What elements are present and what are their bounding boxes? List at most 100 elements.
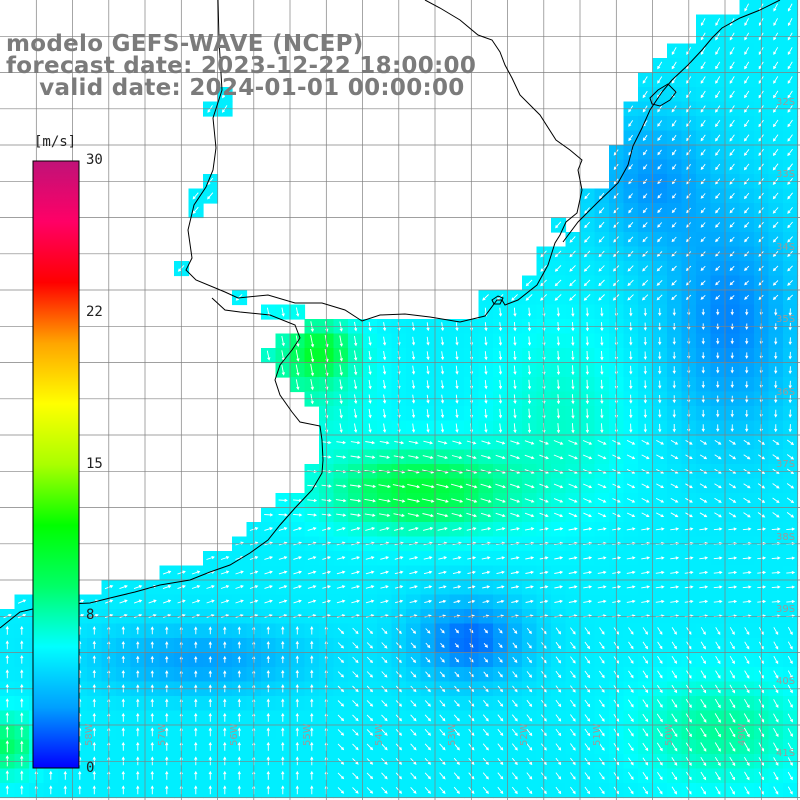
wind-arrow bbox=[264, 599, 273, 604]
wind-arrow bbox=[657, 76, 663, 84]
wind-arrow bbox=[584, 641, 591, 650]
wind-arrow bbox=[481, 440, 491, 445]
wind-arrow bbox=[743, 163, 750, 171]
wind-arrow bbox=[498, 628, 503, 634]
wind-arrow bbox=[714, 727, 721, 738]
wind-arrow bbox=[368, 336, 372, 346]
wind-arrow bbox=[407, 513, 420, 518]
wind-arrow bbox=[716, 409, 720, 418]
wind-arrow bbox=[642, 786, 649, 795]
wind-arrow bbox=[524, 512, 535, 518]
wind-arrow bbox=[423, 556, 433, 560]
wind-arrow bbox=[410, 671, 417, 678]
wind-arrow bbox=[642, 222, 648, 228]
wind-arrow bbox=[583, 585, 593, 589]
wind-arrow bbox=[657, 627, 663, 635]
wind-arrow bbox=[440, 365, 445, 375]
wind-arrow bbox=[628, 193, 633, 199]
wind-arrow bbox=[655, 570, 665, 575]
wind-arrow bbox=[628, 641, 634, 650]
wind-arrow bbox=[629, 423, 633, 433]
wind-arrow bbox=[672, 423, 676, 433]
wind-arrow bbox=[715, 76, 721, 84]
wind-arrow bbox=[237, 698, 241, 707]
wind-arrow bbox=[584, 699, 591, 708]
wind-arrow bbox=[295, 335, 300, 348]
wind-arrow bbox=[436, 483, 450, 489]
wind-arrow bbox=[510, 498, 521, 503]
wind-arrow bbox=[744, 698, 750, 709]
wind-arrow bbox=[628, 627, 634, 635]
wind-arrow bbox=[17, 599, 27, 604]
wind-arrow bbox=[222, 90, 228, 99]
wind-arrow bbox=[223, 712, 227, 722]
wind-arrow bbox=[524, 498, 535, 503]
wind-arrow bbox=[310, 655, 314, 664]
wind-arrow bbox=[555, 656, 562, 664]
wind-arrow bbox=[295, 698, 299, 708]
lon-label-51w: 51W bbox=[592, 723, 603, 746]
wind-arrow bbox=[337, 642, 345, 649]
wind-arrow bbox=[366, 656, 374, 664]
wind-arrow bbox=[511, 585, 520, 589]
wind-arrow bbox=[772, 265, 779, 272]
wind-arrow bbox=[628, 656, 634, 664]
wind-arrow bbox=[670, 585, 680, 589]
wind-arrow bbox=[136, 698, 140, 707]
wind-arrow bbox=[482, 714, 489, 722]
wind-arrow bbox=[482, 728, 489, 737]
wind-arrow bbox=[700, 698, 707, 709]
wind-arrow bbox=[295, 349, 300, 362]
wind-arrow bbox=[337, 743, 345, 751]
wind-arrow bbox=[786, 585, 796, 589]
wind-arrow bbox=[451, 512, 463, 518]
wind-arrow bbox=[426, 380, 430, 390]
wind-arrow bbox=[583, 498, 593, 503]
wind-arrow bbox=[729, 641, 735, 650]
wind-arrow bbox=[772, 236, 779, 243]
wind-arrow bbox=[670, 512, 679, 518]
lon-label-54w: 54W bbox=[374, 723, 385, 746]
wind-arrow bbox=[150, 655, 154, 663]
wind-arrow bbox=[597, 556, 607, 560]
wind-arrow bbox=[715, 222, 721, 228]
wind-arrow bbox=[788, 380, 792, 389]
wind-arrow bbox=[672, 409, 676, 418]
wind-arrow bbox=[223, 626, 227, 635]
wind-arrow bbox=[569, 294, 577, 301]
wind-arrow bbox=[584, 192, 590, 200]
wind-arrow bbox=[555, 670, 562, 679]
wind-arrow bbox=[49, 785, 53, 795]
wind-arrow bbox=[512, 642, 518, 649]
wind-arrow bbox=[483, 643, 488, 648]
wind-arrow bbox=[513, 350, 517, 361]
wind-arrow bbox=[295, 785, 299, 795]
wind-arrow bbox=[714, 512, 722, 518]
wind-arrow bbox=[281, 712, 285, 722]
wind-arrow bbox=[483, 657, 489, 663]
wind-arrow bbox=[237, 670, 241, 678]
wind-arrow bbox=[744, 265, 750, 271]
wind-arrow bbox=[455, 351, 459, 361]
wind-arrow bbox=[700, 727, 707, 738]
wind-arrow bbox=[223, 770, 227, 780]
wind-arrow bbox=[570, 714, 576, 722]
wind-arrow bbox=[295, 379, 300, 391]
wind-arrow bbox=[165, 641, 169, 649]
wind-arrow bbox=[715, 47, 721, 56]
wind-arrow bbox=[281, 785, 285, 795]
wind-arrow bbox=[281, 741, 285, 751]
wind-arrow bbox=[626, 512, 636, 518]
wind-arrow bbox=[295, 741, 299, 751]
wind-arrow bbox=[787, 47, 793, 56]
wind-arrow bbox=[729, 134, 735, 142]
wind-arrow bbox=[278, 570, 288, 575]
wind-arrow bbox=[729, 236, 735, 243]
wind-arrow bbox=[787, 3, 793, 12]
wind-arrow bbox=[729, 698, 736, 709]
wind-arrow bbox=[293, 513, 303, 517]
wind-arrow bbox=[337, 656, 345, 664]
wind-arrow bbox=[310, 669, 314, 678]
wind-arrow bbox=[410, 728, 417, 736]
wind-arrow bbox=[498, 307, 503, 317]
